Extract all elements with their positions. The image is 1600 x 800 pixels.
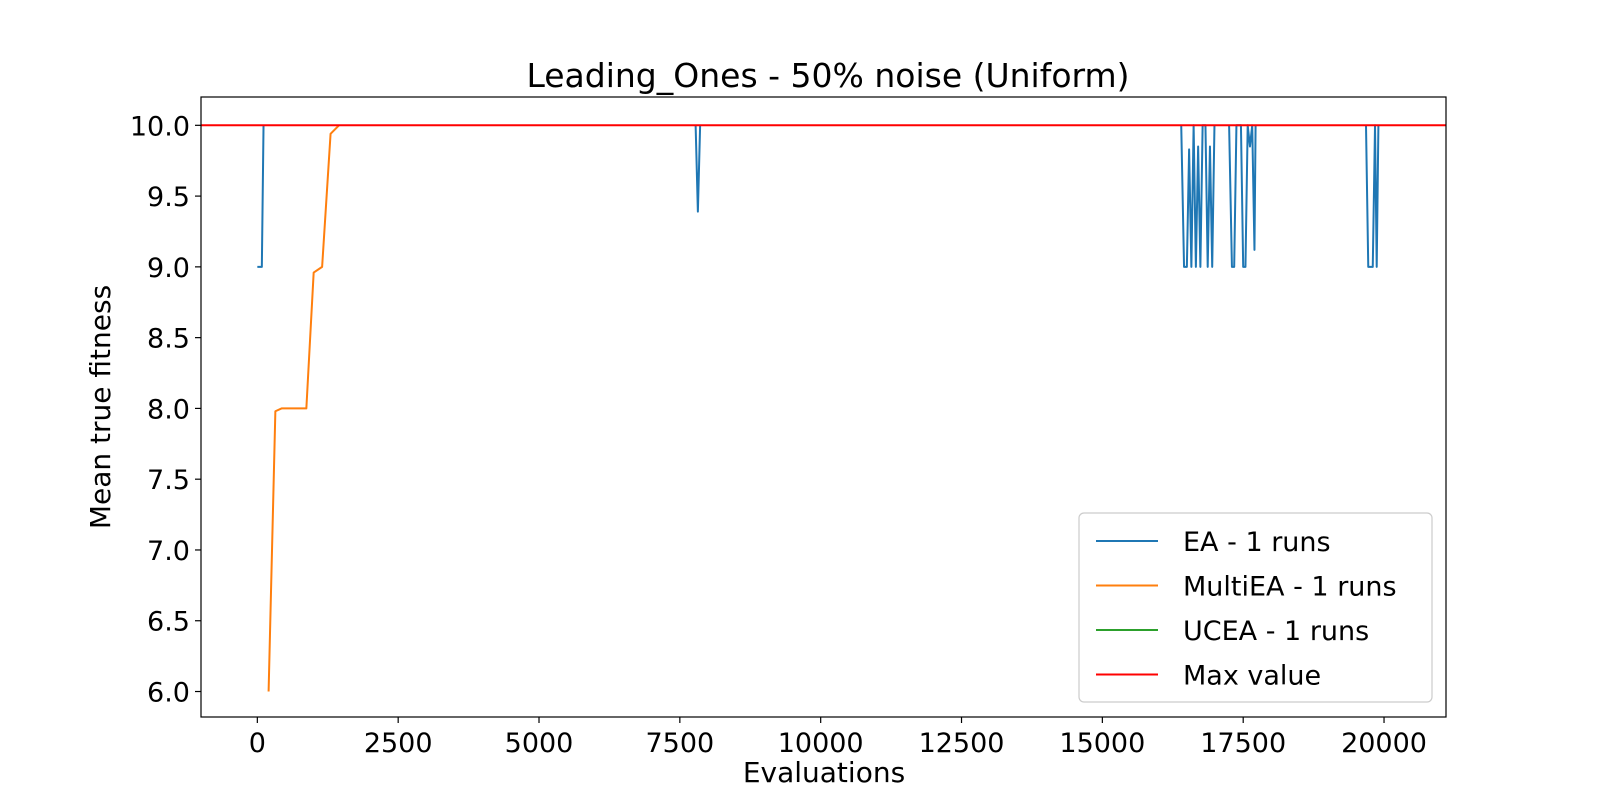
legend-label-3: Max value bbox=[1183, 661, 1321, 692]
x-tick-label: 0 bbox=[249, 728, 266, 759]
x-tick-label: 17500 bbox=[1200, 728, 1286, 759]
y-axis: 6.0 6.5 7.0 7.5 8.0 8.5 9.0 9.5 10.0 bbox=[130, 111, 201, 709]
x-axis: 0 2500 5000 7500 10000 12500 15000 17500 20000 bbox=[249, 717, 1427, 759]
y-tick-label: 7.5 bbox=[147, 465, 190, 496]
y-tick-label: 8.5 bbox=[147, 324, 190, 355]
x-tick-label: 15000 bbox=[1059, 728, 1145, 759]
series-line-0-segment-1 bbox=[694, 125, 702, 213]
x-tick-label: 2500 bbox=[364, 728, 433, 759]
series-line-0-segment-4 bbox=[1365, 124, 1380, 268]
x-tick-label: 20000 bbox=[1341, 728, 1427, 759]
plot-series bbox=[201, 124, 1446, 692]
series-line-0-segment-3 bbox=[1228, 124, 1257, 268]
y-tick-label: 6.5 bbox=[147, 607, 190, 638]
legend: EA - 1 runs MultiEA - 1 runs UCEA - 1 runs… bbox=[1078, 512, 1433, 703]
legend-box bbox=[1078, 512, 1433, 703]
series-line-0-segment-2 bbox=[1180, 124, 1216, 268]
x-tick-label: 7500 bbox=[645, 728, 714, 759]
y-tick-label: 8.0 bbox=[147, 394, 190, 425]
x-tick-label: 5000 bbox=[505, 728, 574, 759]
plot-frame bbox=[200, 96, 1447, 718]
x-tick-label: 10000 bbox=[778, 728, 864, 759]
y-tick-label: 6.0 bbox=[147, 678, 190, 709]
y-tick-label: 9.0 bbox=[147, 253, 190, 284]
x-tick-label: 12500 bbox=[919, 728, 1005, 759]
x-axis-label: Evaluations bbox=[743, 756, 905, 789]
legend-label-1: MultiEA - 1 runs bbox=[1183, 572, 1397, 603]
series-line-0-segment-0 bbox=[257, 125, 265, 268]
y-axis-label: Mean true fitness bbox=[84, 285, 117, 529]
series-line-1-segment-0 bbox=[267, 124, 340, 692]
y-tick-label: 9.5 bbox=[147, 182, 190, 213]
y-tick-label: 7.0 bbox=[147, 536, 190, 567]
legend-label-2: UCEA - 1 runs bbox=[1183, 616, 1369, 647]
legend-label-0: EA - 1 runs bbox=[1183, 527, 1331, 558]
chart-title: Leading_Ones - 50% noise (Uniform) bbox=[526, 56, 1129, 95]
y-tick-label: 10.0 bbox=[130, 111, 190, 142]
